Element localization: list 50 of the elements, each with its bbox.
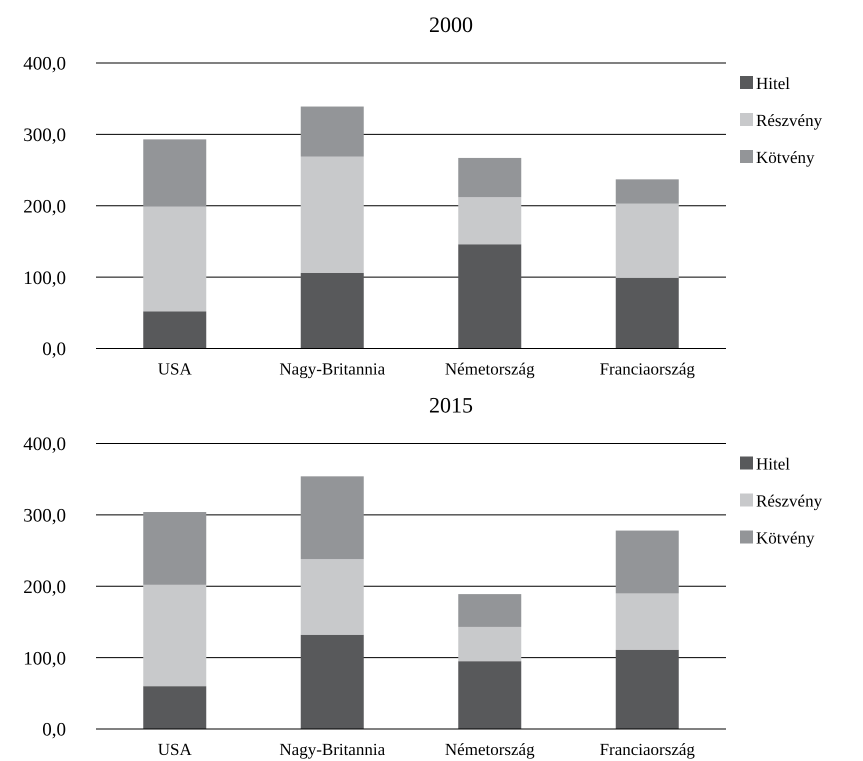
y-tick-label: 400,0 [23,54,66,75]
legend-label: Kötvény [756,148,816,167]
legend-label: Hitel [756,454,790,474]
bar [458,197,522,244]
x-tick-label: USA [158,740,192,759]
x-tick-label: Franciaország [600,360,696,378]
bar [616,179,679,204]
bar [300,106,364,156]
y-tick-label: 400,0 [23,434,66,456]
bar [143,512,206,585]
chart-title: 2015 [429,392,473,418]
legend-label: Kötvény [756,528,816,548]
bar [143,686,206,729]
bar [616,204,679,278]
bar [143,206,206,312]
bar [143,584,206,686]
bar [458,244,522,348]
bar [616,530,679,594]
bar [458,158,522,198]
y-tick-label: 300,0 [23,125,66,146]
bar [458,626,522,662]
legend-label: Hitel [756,74,790,93]
y-tick-label: 200,0 [23,576,66,598]
bar [143,139,206,206]
legend-label: Részvény [756,110,823,130]
x-tick-label: Németország [444,360,536,378]
chart-title: 2000 [429,12,473,37]
bar [300,476,364,560]
bar [300,634,364,729]
x-tick-label: Németország [444,740,536,759]
y-tick-label: 0,0 [42,720,66,741]
y-tick-label: 100,0 [23,268,66,289]
x-tick-label: Nagy-Britannia [279,360,386,378]
bar [143,311,206,348]
bar [616,650,679,729]
bar [300,156,364,273]
bar [458,594,522,627]
y-tick-label: 200,0 [23,196,66,218]
bar [616,593,679,650]
x-tick-label: Nagy-Britannia [279,740,386,759]
bar [300,272,364,348]
x-tick-label: Franciaország [600,740,696,759]
bar [300,559,364,635]
y-tick-label: 100,0 [23,648,66,670]
bar [616,278,679,348]
y-tick-label: 0,0 [42,339,66,360]
y-tick-label: 300,0 [23,506,66,527]
bar [458,661,522,729]
x-tick-label: USA [158,360,192,378]
legend-label: Részvény [756,491,823,510]
